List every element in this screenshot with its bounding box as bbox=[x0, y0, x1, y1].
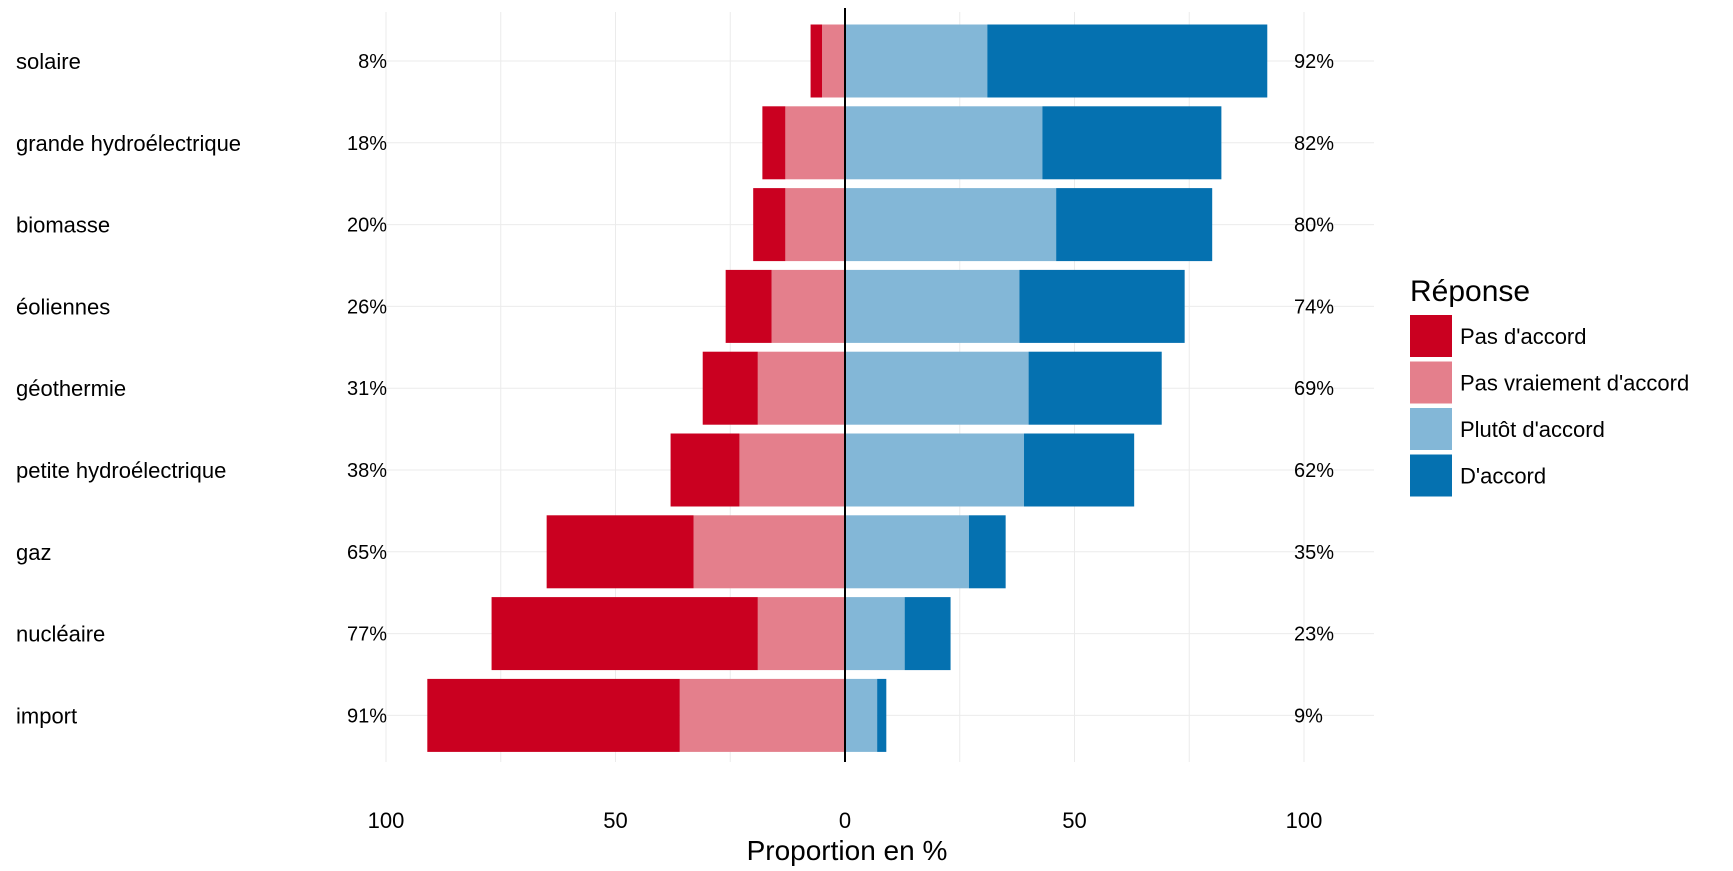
bar-segment bbox=[1028, 351, 1162, 425]
bar-segment bbox=[845, 433, 1025, 507]
legend-title: Réponse bbox=[1410, 275, 1530, 308]
bar-segment bbox=[904, 597, 951, 671]
bar-segment bbox=[725, 269, 772, 343]
legend-label: Plutôt d'accord bbox=[1460, 417, 1605, 442]
left-percentage-label: 91% bbox=[347, 705, 387, 727]
bar-segment bbox=[753, 188, 786, 262]
bar-segment bbox=[845, 515, 969, 589]
bar-segment bbox=[968, 515, 1006, 589]
bar-segment bbox=[427, 678, 680, 752]
x-tick-label: 50 bbox=[603, 808, 627, 833]
legend-key bbox=[1410, 361, 1452, 404]
legend-label: Pas vraiement d'accord bbox=[1460, 371, 1689, 396]
bar-segment bbox=[1024, 433, 1135, 507]
bar-segment bbox=[491, 597, 758, 671]
bar-segment bbox=[1042, 106, 1222, 180]
bar-segment bbox=[822, 24, 845, 98]
left-percentage-label: 20% bbox=[347, 215, 387, 237]
bar-segment bbox=[877, 678, 887, 752]
right-percentage-label: 35% bbox=[1294, 542, 1334, 564]
category-label: géothermie bbox=[16, 376, 126, 401]
category-label: petite hydroélectrique bbox=[16, 458, 226, 483]
category-label: solaire bbox=[16, 49, 81, 74]
left-percentage-label: 18% bbox=[347, 133, 387, 155]
bar-segment bbox=[785, 188, 845, 262]
right-percentage-label: 69% bbox=[1294, 378, 1334, 400]
bar-segment bbox=[702, 351, 758, 425]
x-axis-title: Proportion en % bbox=[747, 835, 948, 866]
legend: Réponse Pas d'accord Pas vraiement d'acco… bbox=[1410, 275, 1689, 497]
left-percentage-label: 8% bbox=[358, 51, 387, 73]
category-label: import bbox=[16, 703, 77, 728]
x-tick-label: 50 bbox=[1062, 808, 1086, 833]
left-percentage-label: 38% bbox=[347, 460, 387, 482]
legend-label: D'accord bbox=[1460, 464, 1546, 489]
left-percentage-label: 77% bbox=[347, 624, 387, 646]
bar-segment bbox=[679, 678, 845, 752]
category-label: biomasse bbox=[16, 213, 110, 238]
bar-layer bbox=[427, 8, 1268, 762]
right-percentage-label: 23% bbox=[1294, 624, 1334, 646]
left-percentage-label: 65% bbox=[347, 542, 387, 564]
right-percentage-label: 9% bbox=[1294, 705, 1323, 727]
bar-segment bbox=[757, 597, 845, 671]
bar-segment bbox=[845, 678, 878, 752]
bar-segment bbox=[845, 269, 1020, 343]
bar-segment bbox=[1019, 269, 1185, 343]
label-layer: solaire 8% 92% grande hydroélectrique 18% 82%… bbox=[16, 49, 1334, 833]
bar-segment bbox=[757, 351, 845, 425]
bar-segment bbox=[693, 515, 845, 589]
category-label: éoliennes bbox=[16, 294, 110, 319]
x-tick-label: 0 bbox=[839, 808, 851, 833]
legend-key bbox=[1410, 315, 1452, 357]
legend-label: Pas d'accord bbox=[1460, 324, 1587, 349]
bar-segment bbox=[1056, 188, 1213, 262]
right-percentage-label: 74% bbox=[1294, 296, 1334, 318]
right-percentage-label: 62% bbox=[1294, 460, 1334, 482]
category-label: gaz bbox=[16, 540, 51, 565]
right-percentage-label: 80% bbox=[1294, 215, 1334, 237]
bar-segment bbox=[771, 269, 845, 343]
category-label: nucléaire bbox=[16, 622, 105, 647]
x-tick-label: 100 bbox=[1286, 808, 1323, 833]
right-percentage-label: 82% bbox=[1294, 133, 1334, 155]
bar-segment bbox=[785, 106, 845, 180]
legend-key bbox=[1410, 408, 1452, 450]
bar-segment bbox=[845, 24, 988, 98]
bar-segment bbox=[845, 351, 1029, 425]
bar-segment bbox=[670, 433, 740, 507]
legend-key bbox=[1410, 454, 1452, 497]
bar-segment bbox=[546, 515, 694, 589]
left-percentage-label: 26% bbox=[347, 296, 387, 318]
right-percentage-label: 92% bbox=[1294, 51, 1334, 73]
bar-segment bbox=[845, 106, 1043, 180]
bar-segment bbox=[739, 433, 845, 507]
x-tick-label: 100 bbox=[368, 808, 405, 833]
category-label: grande hydroélectrique bbox=[16, 131, 241, 156]
bar-segment bbox=[810, 24, 823, 98]
bar-segment bbox=[762, 106, 786, 180]
left-percentage-label: 31% bbox=[347, 378, 387, 400]
bar-segment bbox=[987, 24, 1268, 98]
bar-segment bbox=[845, 188, 1057, 262]
bar-segment bbox=[845, 597, 905, 671]
